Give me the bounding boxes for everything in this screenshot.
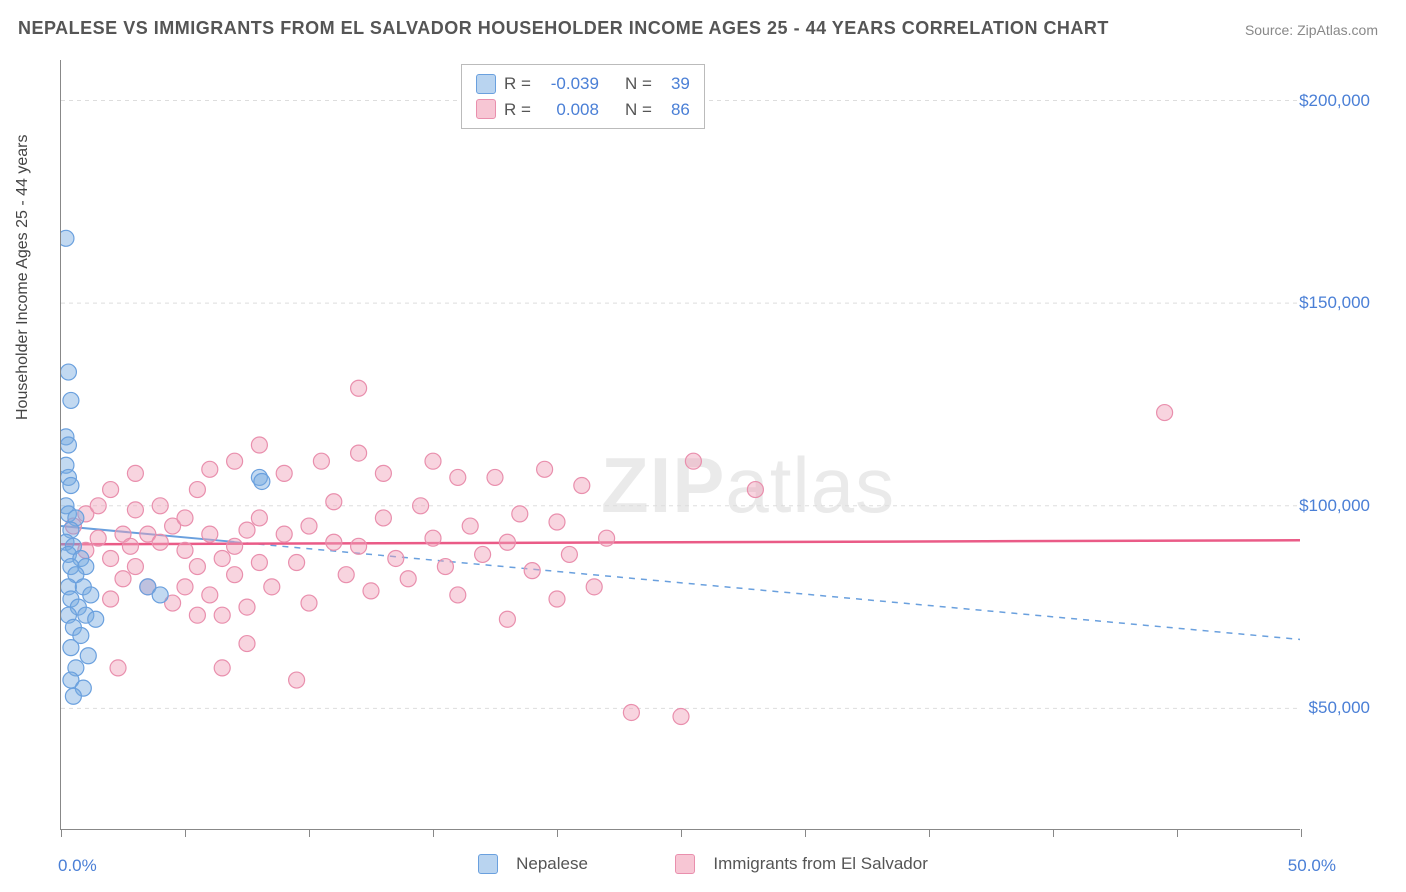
y-tick-label: $50,000 [1309,698,1370,718]
source-label: Source: ZipAtlas.com [1245,22,1378,38]
legend-swatch-0 [476,74,496,94]
plot-area: R = -0.039 N = 39 R = 0.008 N = 86 ZIPat… [60,60,1300,830]
legend-r-val-0: -0.039 [539,71,599,97]
x-tick [309,829,310,837]
legend-swatch-1 [476,99,496,119]
legend-r-label-1: R = [504,97,531,123]
x-tick [61,829,62,837]
legend-n-label-1: N = [625,97,652,123]
x-tick [805,829,806,837]
x-tick [433,829,434,837]
legend-r-val-1: 0.008 [539,97,599,123]
legend-bottom-swatch-1 [675,854,695,874]
y-tick-label: $100,000 [1299,496,1370,516]
x-tick [1301,829,1302,837]
legend-n-val-0: 39 [660,71,690,97]
chart-title: NEPALESE VS IMMIGRANTS FROM EL SALVADOR … [18,18,1109,39]
legend-n-label-0: N = [625,71,652,97]
legend-top-row-0: R = -0.039 N = 39 [476,71,690,97]
legend-r-label-0: R = [504,71,531,97]
x-tick [1053,829,1054,837]
scatter-svg [61,60,1300,829]
x-tick [185,829,186,837]
legend-n-val-1: 86 [660,97,690,123]
legend-top-row-1: R = 0.008 N = 86 [476,97,690,123]
x-tick [1177,829,1178,837]
x-tick [929,829,930,837]
legend-bottom: Nepalese Immigrants from El Salvador [0,853,1406,874]
y-tick-label: $150,000 [1299,293,1370,313]
legend-bottom-label-1: Immigrants from El Salvador [713,854,927,873]
x-tick [557,829,558,837]
legend-bottom-label-0: Nepalese [516,854,588,873]
x-tick [681,829,682,837]
y-axis-title: Householder Income Ages 25 - 44 years [14,135,32,421]
legend-bottom-swatch-0 [478,854,498,874]
y-tick-label: $200,000 [1299,91,1370,111]
legend-top: R = -0.039 N = 39 R = 0.008 N = 86 [461,64,705,129]
